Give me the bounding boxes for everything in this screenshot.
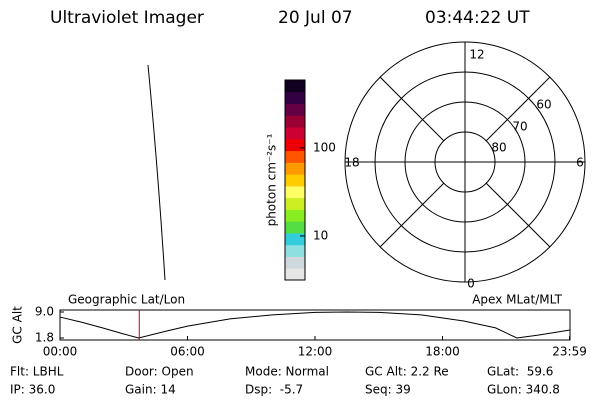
info-field: Seq: 39: [365, 383, 411, 397]
colorbar-band: [285, 150, 305, 163]
colorbar-band: [285, 232, 305, 246]
x-tick-label: 23:59: [552, 345, 587, 359]
colorbar-band: [285, 197, 305, 210]
colorbar-band: [285, 162, 305, 175]
info-field: Dsp: -5.7: [245, 383, 303, 397]
y-tick-label: 1.8: [35, 331, 54, 345]
colorbar-label: photon cm⁻²s⁻¹: [265, 133, 279, 226]
limb-arc: [147, 64, 166, 281]
info-field: GLon: 340.8: [487, 383, 560, 397]
polar-label: 60: [536, 98, 551, 112]
polar-grid: [344, 41, 586, 283]
x-tick-label: 06:00: [170, 345, 205, 359]
colorbar-tick-label: 10: [313, 228, 328, 242]
colorbar-band: [285, 138, 305, 152]
info-field: IP: 36.0: [10, 383, 55, 397]
colorbar-frame: [284, 79, 306, 281]
colorbar-band: [285, 256, 305, 269]
colorbar-band: [285, 80, 305, 93]
colorbar-band: [285, 174, 305, 187]
y-axis-label: GC Alt: [11, 306, 25, 344]
plot-frame: [59, 309, 571, 341]
x-tick-label: 12:00: [298, 345, 333, 359]
colorbar-band: [285, 221, 305, 234]
colorbar-band: [285, 91, 305, 105]
time: 03:44:22 UT: [425, 8, 530, 28]
info-field: Flt: LBHL: [10, 365, 64, 379]
colorbar-band: [285, 103, 305, 116]
title: Ultraviolet Imager: [50, 8, 204, 28]
altitude-line: [59, 311, 571, 339]
colorbar-tick-label: 100: [313, 140, 336, 154]
polar-label: 18: [344, 156, 359, 170]
info-field: Mode: Normal: [245, 365, 329, 379]
colorbar-band: [285, 209, 305, 222]
colorbar-band: [285, 185, 305, 199]
info-field: Door: Open: [125, 365, 194, 379]
polar-label: 70: [512, 120, 527, 134]
date: 20 Jul 07: [278, 8, 353, 28]
x-tick-label: 18:00: [425, 345, 460, 359]
colorbar-band: [285, 268, 305, 281]
colorbar-band: [285, 115, 305, 128]
info-field: GLat: 59.6: [487, 365, 553, 379]
x-tick-label: 00:00: [43, 345, 78, 359]
info-field: Gain: 14: [125, 383, 176, 397]
info-field: GC Alt: 2.2 Re: [365, 365, 449, 379]
y-tick-label: 9.0: [35, 305, 54, 319]
polar-label: 0: [467, 277, 475, 291]
left-label: Geographic Lat/Lon: [68, 293, 185, 307]
polar-label: 80: [491, 141, 506, 155]
polar-label: 6: [576, 156, 584, 170]
polar-label: 12: [469, 48, 484, 62]
right-label: Apex MLat/MLT: [472, 293, 562, 307]
colorbar-band: [285, 127, 305, 140]
colorbar-band: [285, 244, 305, 257]
